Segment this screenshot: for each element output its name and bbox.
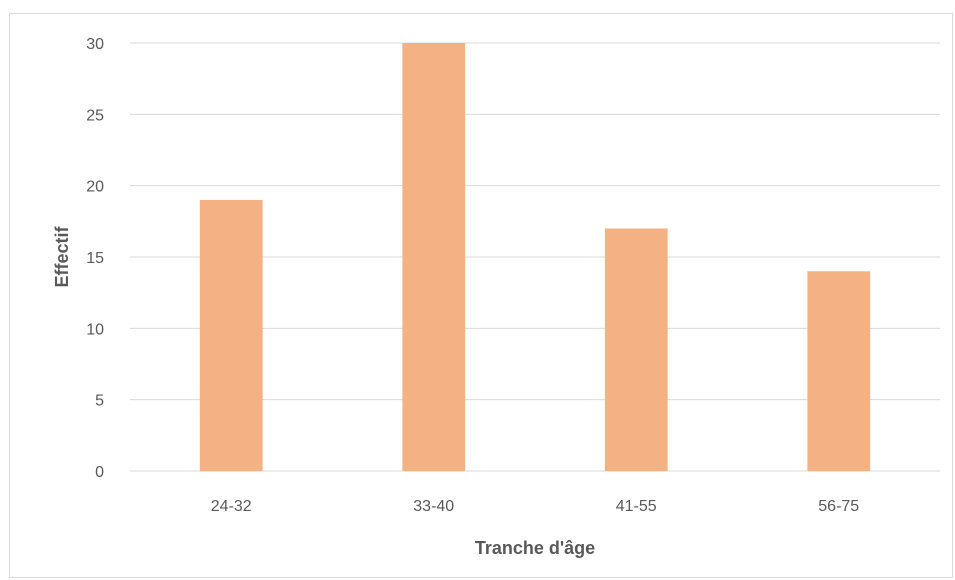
y-tick-label-0: 0 <box>95 464 104 481</box>
x-tick-label-41-55: 41-55 <box>616 498 657 515</box>
x-axis-ticks: 24-32 33-40 41-55 56-75 <box>211 498 860 515</box>
chart-frame <box>9 13 953 578</box>
y-tick-label-10: 10 <box>86 321 104 338</box>
x-tick-label-24-32: 24-32 <box>211 498 252 515</box>
x-tick-label-33-40: 33-40 <box>413 498 454 515</box>
y-tick-label-5: 5 <box>95 393 104 410</box>
bars <box>199 43 871 471</box>
bar-33-40 <box>402 43 466 471</box>
y-axis-title: Effectif <box>52 225 72 287</box>
y-tick-label-15: 15 <box>86 250 104 267</box>
bar-24-32 <box>199 199 263 471</box>
y-axis-ticks: 0 5 10 15 20 25 30 <box>86 36 104 481</box>
gridlines <box>130 42 940 472</box>
bar-56-75 <box>807 271 871 471</box>
y-tick-label-30: 30 <box>86 36 104 53</box>
y-tick-label-20: 20 <box>86 179 104 196</box>
bar-41-55 <box>604 228 668 471</box>
y-tick-label-25: 25 <box>86 107 104 124</box>
x-axis-title: Tranche d'âge <box>475 538 595 558</box>
x-tick-label-56-75: 56-75 <box>818 498 859 515</box>
